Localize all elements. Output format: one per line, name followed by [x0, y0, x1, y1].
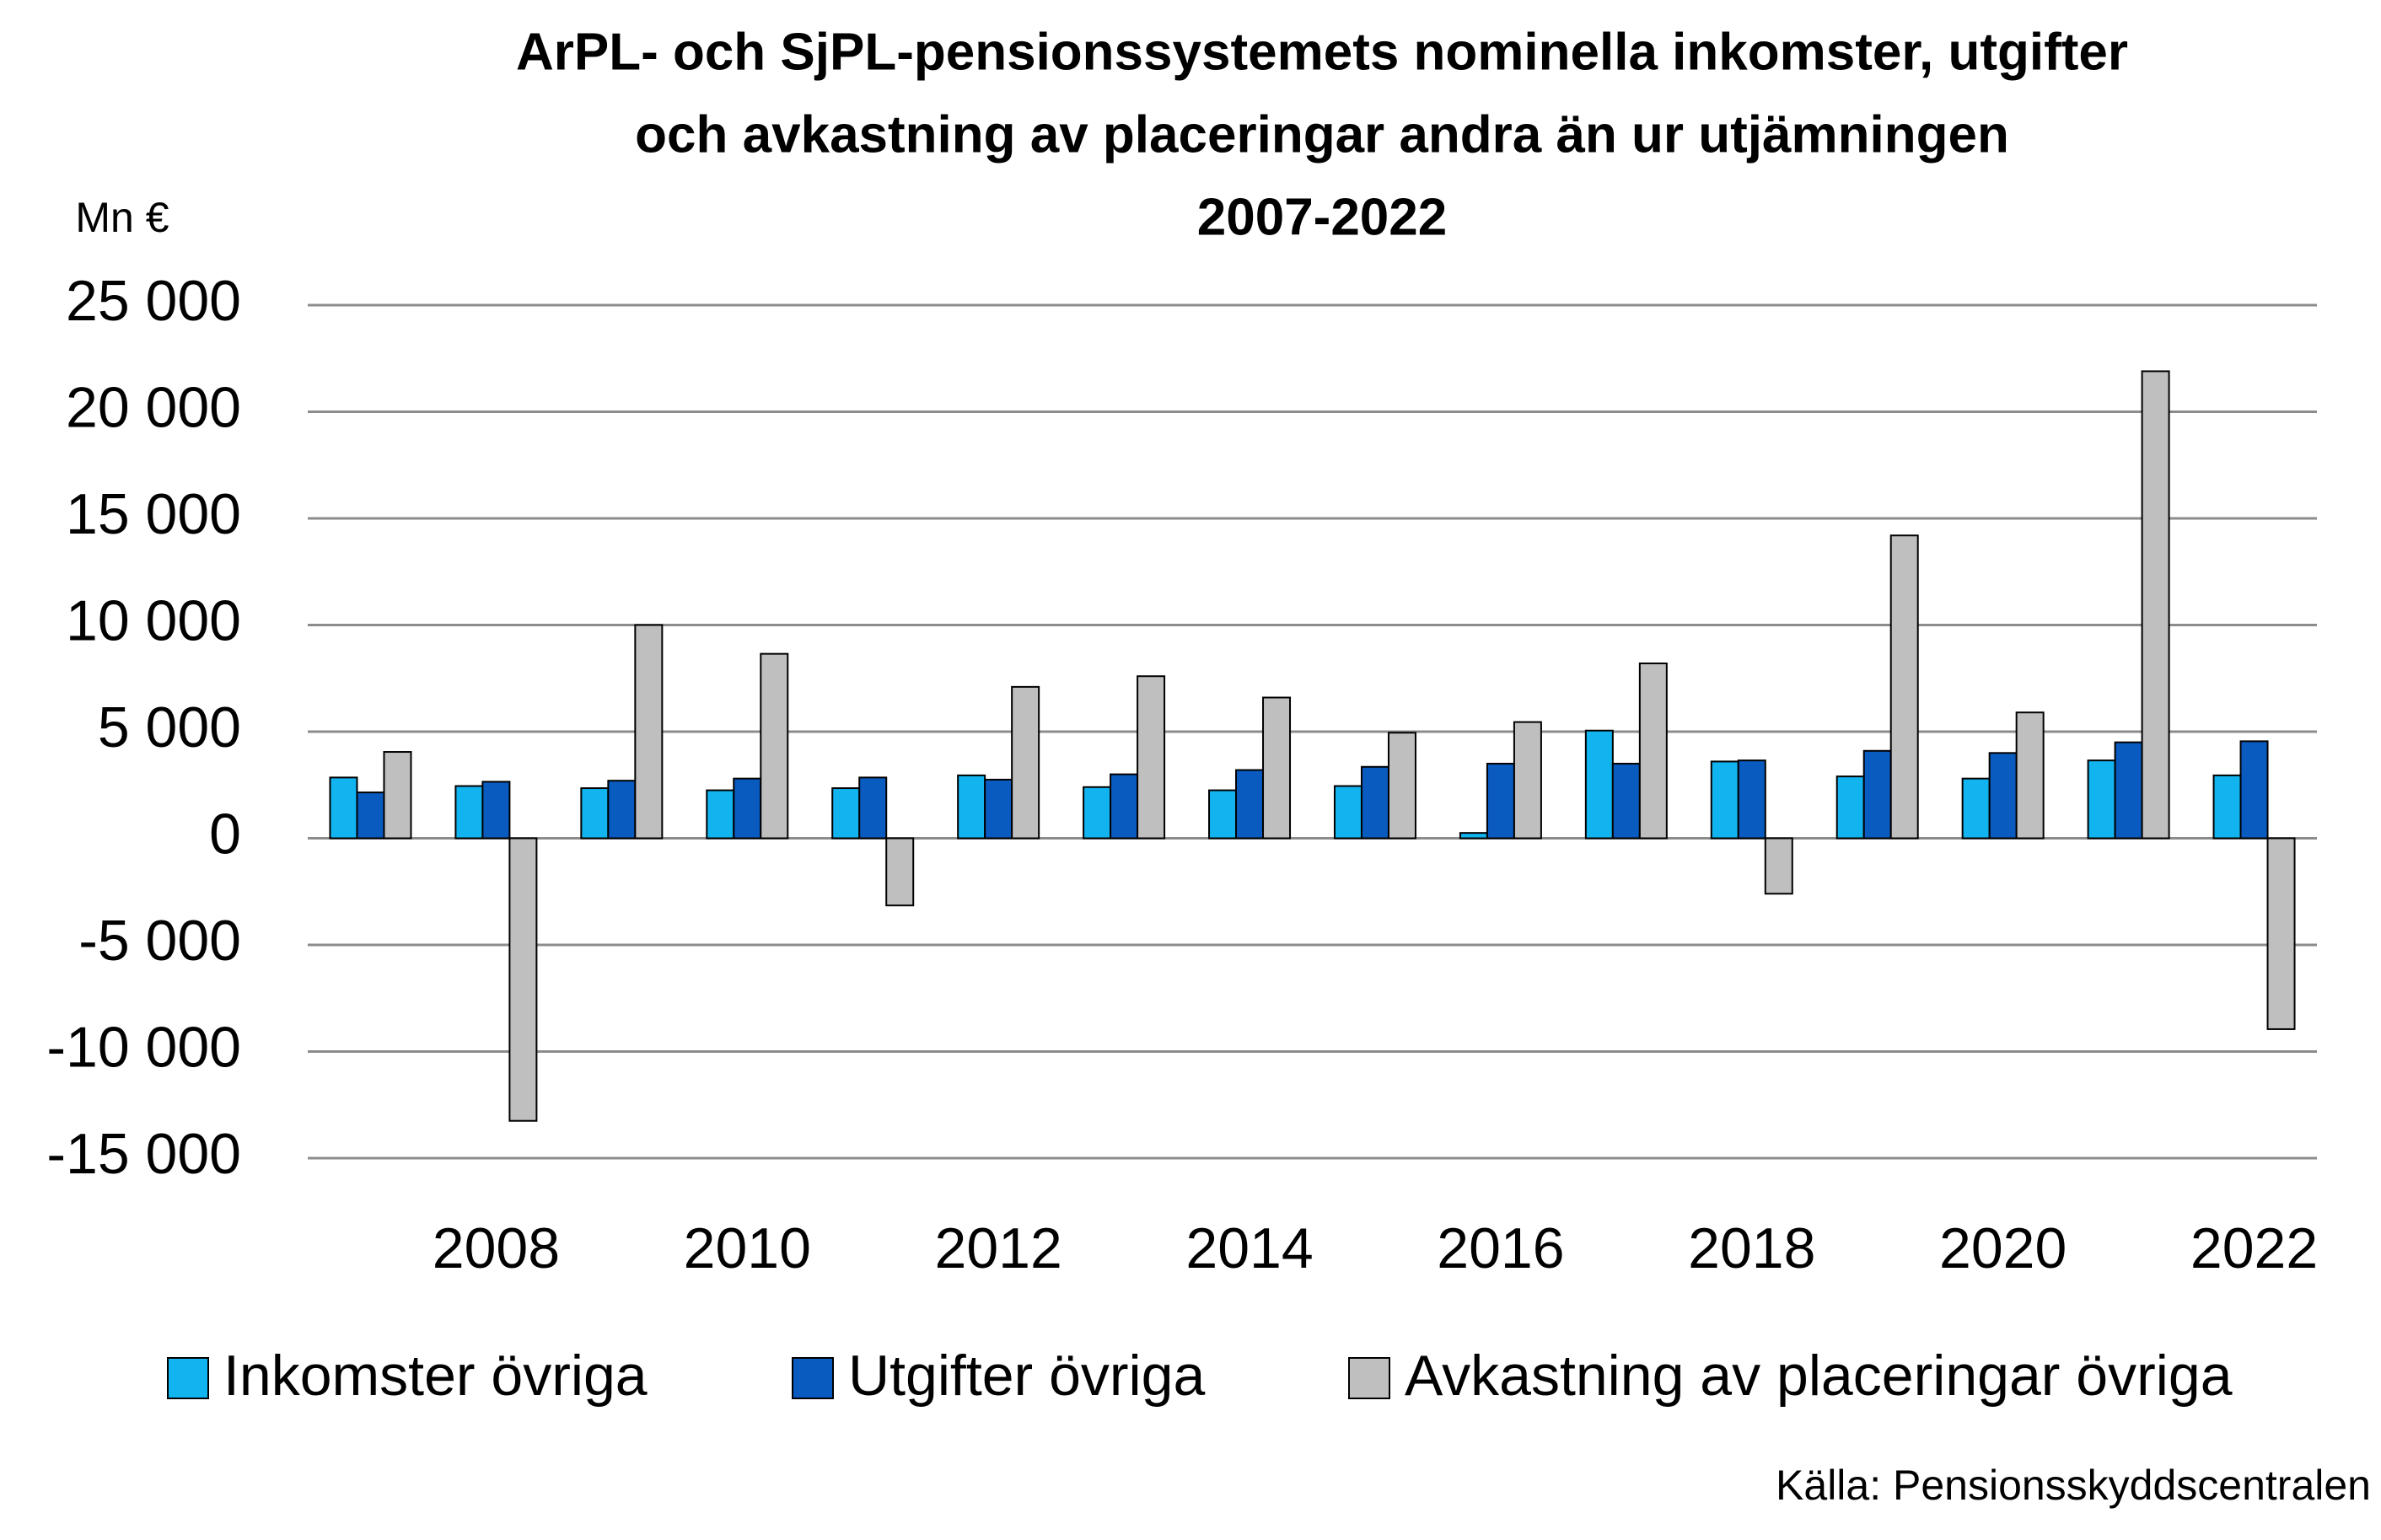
- bar: [1387, 732, 1416, 840]
- bar: [2015, 711, 2045, 840]
- x-tick-label: 2020: [1939, 1216, 2067, 1280]
- bar: [1737, 759, 1766, 840]
- x-tick-label: 2018: [1688, 1216, 1815, 1280]
- bar: [1459, 832, 1488, 840]
- bar: [1486, 762, 1515, 840]
- legend-swatch: [1348, 1357, 1390, 1399]
- bar: [957, 774, 986, 840]
- x-tick-label: 2010: [684, 1216, 811, 1280]
- x-tick-label: 2014: [1185, 1216, 1313, 1280]
- source: Källa: Pensionsskyddscentralen: [1776, 1462, 2371, 1509]
- bar: [454, 785, 484, 840]
- bar: [2087, 759, 2116, 840]
- bar: [1988, 752, 2018, 840]
- y-tick-label: 10 000: [66, 588, 241, 652]
- bar: [2239, 740, 2269, 840]
- chart-title: 2007-2022: [1197, 188, 1448, 246]
- bar: [1835, 775, 1865, 840]
- bar: [1110, 773, 1139, 840]
- bar: [706, 789, 735, 840]
- bar: [984, 778, 1013, 840]
- bar: [481, 781, 511, 840]
- y-tick-label: -15 000: [46, 1122, 241, 1186]
- bar: [2114, 741, 2143, 840]
- bar: [1262, 696, 1292, 840]
- chart-title: ArPL- och SjPL-pensionssystemets nominel…: [516, 23, 2128, 81]
- bar: [383, 751, 412, 840]
- bar: [1333, 785, 1362, 840]
- bar: [858, 776, 888, 840]
- bar: [1011, 685, 1040, 840]
- x-tick-label: 2016: [1437, 1216, 1564, 1280]
- bar: [508, 837, 538, 1122]
- legend-label: Utgifter övriga: [848, 1344, 1205, 1408]
- bar: [1584, 729, 1614, 840]
- bar: [1961, 777, 1991, 840]
- bar: [1208, 789, 1238, 840]
- bar: [1889, 534, 1919, 840]
- y-tick-label: 20 000: [66, 375, 241, 439]
- bar: [1710, 760, 1739, 840]
- bar: [356, 791, 385, 840]
- bar: [607, 780, 637, 840]
- bar: [1235, 769, 1265, 840]
- bar: [1137, 675, 1166, 840]
- bar: [1862, 749, 1892, 840]
- bar: [634, 624, 664, 840]
- y-tick-label: -5 000: [78, 909, 241, 973]
- y-tick-label: 0: [209, 802, 241, 866]
- y-tick-label: 15 000: [66, 482, 241, 546]
- y-axis-label: Mn €: [75, 194, 169, 241]
- bar: [329, 776, 358, 840]
- bar: [1611, 762, 1641, 840]
- bar: [1083, 786, 1112, 840]
- bar: [2141, 370, 2170, 840]
- y-tick-label: -10 000: [46, 1015, 241, 1079]
- legend-swatch: [167, 1357, 209, 1399]
- bar: [2212, 774, 2242, 840]
- x-tick-label: 2022: [2190, 1216, 2318, 1280]
- bar: [580, 787, 610, 840]
- bar: [2266, 837, 2296, 1030]
- bar: [1360, 765, 1389, 840]
- bar: [885, 837, 915, 907]
- bar: [1764, 837, 1793, 895]
- x-tick-label: 2008: [433, 1216, 560, 1280]
- legend-label: Avkastning av placeringar övriga: [1405, 1344, 2233, 1408]
- legend-label: Inkomster övriga: [223, 1344, 648, 1408]
- bar: [733, 777, 762, 840]
- bar: [1513, 721, 1542, 840]
- bar: [831, 787, 861, 840]
- legend-swatch: [792, 1357, 834, 1399]
- y-tick-label: 25 000: [66, 269, 241, 333]
- y-tick-label: 5 000: [98, 695, 241, 759]
- bar: [1638, 663, 1668, 840]
- chart-title: och avkastning av placeringar andra än u…: [635, 105, 2009, 164]
- bar: [760, 652, 789, 840]
- x-tick-label: 2012: [935, 1216, 1062, 1280]
